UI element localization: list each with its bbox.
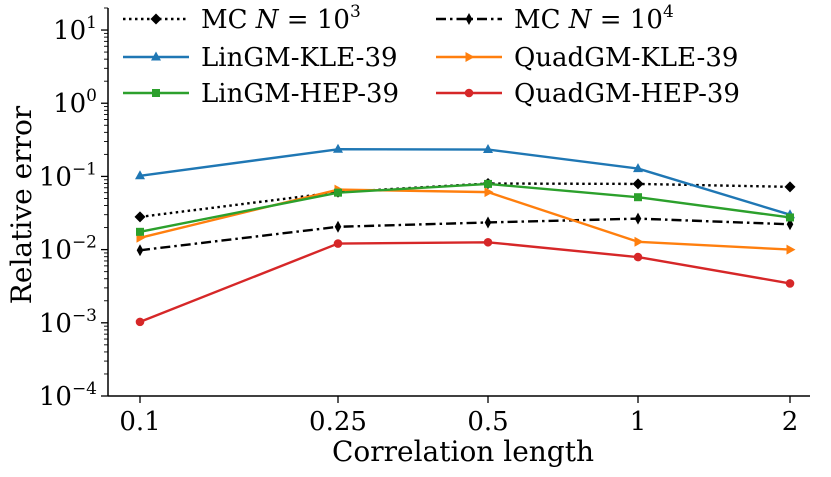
legend-label-4: LinGM-HEP-39 (201, 79, 399, 109)
data-point-3-3 (634, 236, 644, 247)
legend-label-3: QuadGM-KLE-39 (514, 43, 738, 73)
data-point-4-2 (484, 179, 492, 188)
data-point-4-1 (334, 188, 342, 197)
data-point-5-0 (135, 317, 145, 327)
data-point-2-2 (483, 144, 493, 154)
x-tick-label-0: 0.1 (119, 407, 160, 437)
legend-item-1: MC N = 104 (436, 2, 674, 35)
data-point-3-2 (484, 187, 494, 198)
data-point-1-3 (634, 212, 642, 225)
legend-label-1: MC N = 104 (514, 2, 674, 35)
data-point-5-4 (785, 279, 795, 288)
legend-label-2: LinGM-KLE-39 (201, 43, 398, 73)
legend-item-2: LinGM-KLE-39 (123, 43, 398, 73)
legend-item-0: MC N = 103 (123, 2, 361, 35)
data-point-1-0 (136, 244, 144, 257)
legend-marker-5 (464, 88, 474, 98)
data-point-3-4 (786, 244, 796, 255)
legend-marker-2 (151, 51, 161, 61)
data-point-1-2 (484, 216, 492, 229)
data-point-4-0 (136, 227, 144, 236)
legend-label-0: MC N = 103 (201, 2, 361, 35)
legend-marker-3 (465, 52, 475, 62)
legend-item-5: QuadGM-HEP-39 (436, 79, 740, 109)
y-tick-label-2: 10−2 (39, 233, 97, 266)
y-tick-label-1: 10−3 (39, 306, 97, 339)
data-point-1-1 (334, 220, 342, 233)
x-tick-label-4: 2 (782, 407, 799, 437)
series-line-5 (139, 241, 791, 323)
data-point-0-3 (632, 178, 644, 190)
legend-item-4: LinGM-HEP-39 (123, 79, 399, 109)
data-point-5-2 (483, 237, 493, 247)
data-point-1-4 (786, 218, 794, 231)
data-point-4-4 (786, 213, 794, 222)
series-4 (136, 179, 794, 236)
y-tick-label-0: 10−4 (39, 379, 97, 412)
y-tick-label-3: 10−1 (39, 159, 97, 192)
legend-marker-1 (465, 13, 473, 25)
y-ticks: 10−4 10−3 10−2 10−1 100 101 (39, 7, 108, 412)
plot-area: 10−4 10−3 10−2 10−1 100 101 0.1 0.25 0.5 1 2 (39, 7, 810, 437)
legend-label-5: QuadGM-HEP-39 (514, 79, 740, 109)
data-point-5-1 (333, 239, 343, 248)
legend-marker-0 (150, 13, 162, 25)
x-axis-label: Correlation length (332, 435, 594, 468)
series-2 (135, 143, 795, 219)
x-tick-label-1: 0.25 (309, 407, 367, 437)
legend-item-3: QuadGM-KLE-39 (436, 43, 738, 73)
x-ticks: 0.1 0.25 0.5 1 2 (119, 396, 798, 437)
series-layer (134, 143, 796, 327)
data-point-0-4 (784, 181, 796, 193)
y-tick-label-5: 101 (53, 13, 97, 46)
data-point-2-0 (135, 170, 145, 180)
y-tick-label-4: 100 (53, 86, 97, 119)
legend: MC N = 103 MC N = 104 LinGM-KLE-39 QuadGM-K… (123, 2, 740, 109)
data-point-2-1 (333, 143, 343, 153)
x-tick-label-2: 0.5 (467, 407, 508, 437)
legend-marker-4 (152, 89, 160, 97)
data-point-2-3 (633, 163, 643, 173)
x-tick-label-3: 1 (630, 407, 647, 437)
data-point-5-3 (633, 252, 643, 262)
series-1 (136, 212, 794, 257)
data-point-4-3 (634, 193, 642, 202)
series-5 (135, 237, 795, 327)
y-axis-label: Relative error (5, 105, 38, 304)
data-point-0-0 (134, 211, 146, 223)
